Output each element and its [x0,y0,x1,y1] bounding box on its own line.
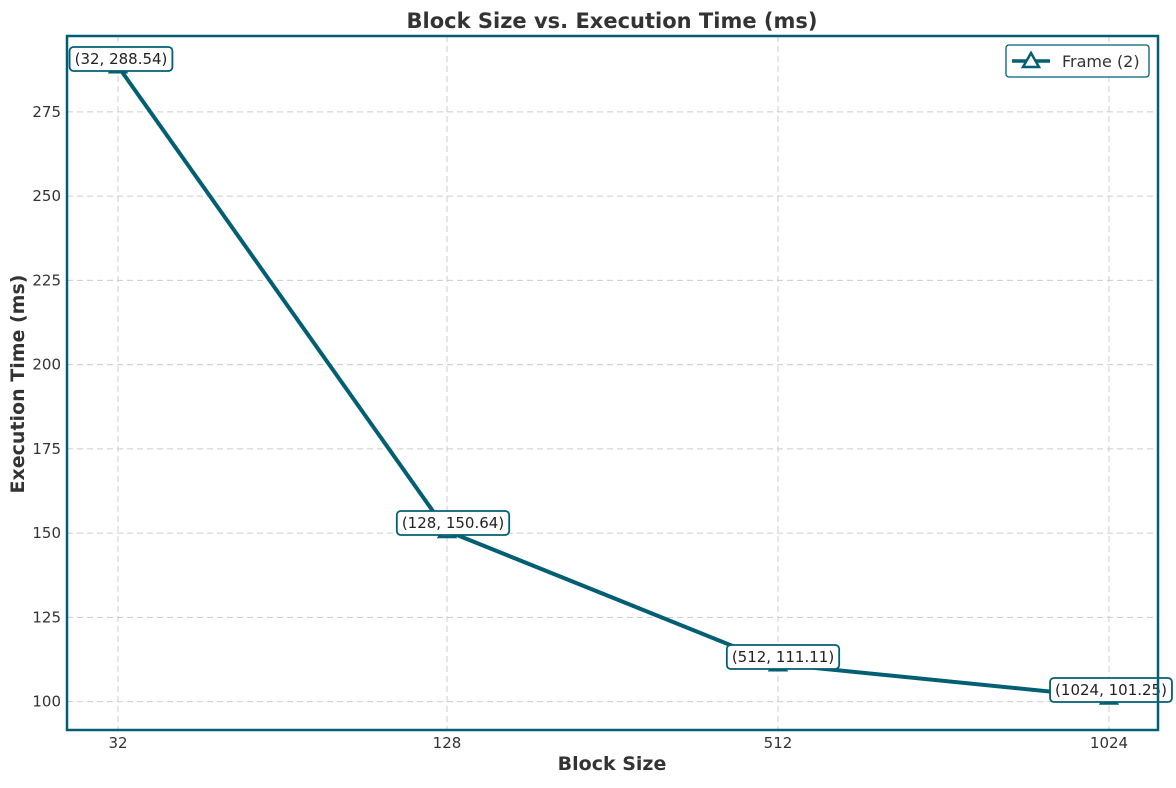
grid-lines [67,36,1158,730]
legend: Frame (2) [1005,44,1150,78]
data-annotation: (32, 288.54) [68,46,174,72]
y-axis-ticks: 100 125 150 175 200 225 250 275 [32,103,61,711]
x-tick-label: 512 [764,734,793,752]
chart-title: Block Size vs. Execution Time (ms) [407,9,818,33]
y-tick-label: 250 [32,187,61,205]
data-annotation: (512, 111.11) [725,644,841,670]
data-annotations: (32, 288.54) (128, 150.64) (512, 111.11) (1… [68,46,1173,703]
x-tick-label: 128 [433,734,462,752]
legend-box [1005,44,1150,78]
annotation-text: (128, 150.64) [402,514,504,532]
y-tick-label: 175 [32,440,61,458]
y-tick-label: 200 [32,356,61,374]
x-tick-label: 1024 [1090,734,1128,752]
legend-label: Frame (2) [1062,52,1140,71]
y-tick-label: 150 [32,524,61,542]
y-tick-label: 125 [32,608,61,626]
x-axis-ticks: 32 128 512 1024 [108,734,1128,752]
annotation-text: (32, 288.54) [75,50,168,68]
plot-frame [65,34,1160,732]
data-annotation: (1024, 101.25) [1049,677,1173,703]
series-group [107,55,1120,705]
x-tick-label: 32 [108,734,127,752]
series-line [116,65,1110,700]
y-tick-label: 225 [32,271,61,289]
annotation-box [1049,677,1173,703]
annotation-text: (1024, 101.25) [1055,681,1167,699]
annotation-box [725,644,841,670]
annotation-box [395,510,511,536]
y-axis-label: Execution Time (ms) [7,275,29,494]
legend-triangle-marker [1020,50,1042,69]
y-tick-label: 100 [32,693,61,711]
y-tick-label: 275 [32,103,61,121]
x-axis-label: Block Size [558,753,667,775]
annotation-box [68,46,174,72]
annotation-text: (512, 111.11) [732,648,834,666]
data-annotation: (128, 150.64) [395,510,511,536]
